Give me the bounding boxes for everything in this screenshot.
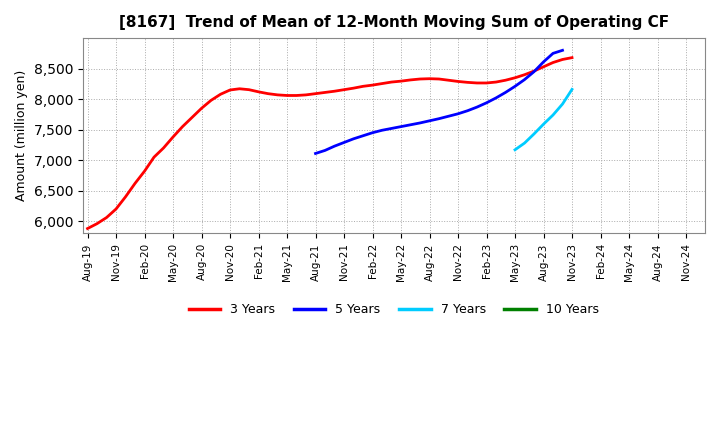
Title: [8167]  Trend of Mean of 12-Month Moving Sum of Operating CF: [8167] Trend of Mean of 12-Month Moving … — [119, 15, 669, 30]
Y-axis label: Amount (million yen): Amount (million yen) — [15, 70, 28, 202]
Legend: 3 Years, 5 Years, 7 Years, 10 Years: 3 Years, 5 Years, 7 Years, 10 Years — [184, 298, 603, 321]
